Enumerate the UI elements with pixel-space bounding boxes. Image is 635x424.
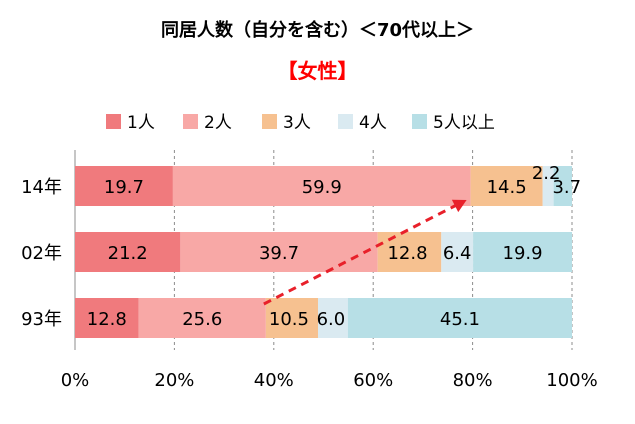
bar-segment <box>441 232 474 272</box>
data-label: 10.5 <box>269 309 309 330</box>
bar-segment <box>180 232 378 272</box>
bar-segment <box>542 166 554 206</box>
legend-label-4: 4人 <box>359 113 387 133</box>
data-label: 59.9 <box>302 177 342 198</box>
bar-segment <box>75 232 181 272</box>
x-tick-label: 20% <box>154 370 194 391</box>
category-label: 02年 <box>21 243 62 264</box>
legend-label-1: 1人 <box>127 113 155 133</box>
chart-title: 同居人数（自分を含む）＜70代以上＞ <box>160 20 475 41</box>
x-tick-label: 100% <box>546 370 597 391</box>
data-label: 19.9 <box>503 243 543 264</box>
data-label: 19.7 <box>104 177 144 198</box>
data-label: 6.4 <box>443 243 472 264</box>
legend-swatch-5 <box>412 114 427 129</box>
bar-segment <box>318 298 348 338</box>
bar-segment <box>473 232 572 272</box>
chart-subtitle: 【女性】 <box>277 59 358 83</box>
bar-segment <box>138 298 266 338</box>
bar-segment <box>172 166 471 206</box>
x-tick-label: 60% <box>353 370 393 391</box>
trend-arrow-head <box>451 199 467 213</box>
legend-label-2: 2人 <box>204 113 232 133</box>
category-label: 93年 <box>21 309 62 330</box>
bar-segment <box>470 166 543 206</box>
data-label: 6.0 <box>317 309 346 330</box>
bar-segment <box>347 298 572 338</box>
bar-segment <box>75 298 139 338</box>
data-label: 25.6 <box>182 309 222 330</box>
x-tick-label: 80% <box>453 370 493 391</box>
data-label: 12.8 <box>387 243 427 264</box>
bar-segment <box>265 298 319 338</box>
bar-segment <box>75 166 173 206</box>
legend-swatch-4 <box>338 114 353 129</box>
data-label: 14.5 <box>487 177 527 198</box>
legend-swatch-1 <box>106 114 121 129</box>
data-label: 3.7 <box>552 177 581 198</box>
data-label: 45.1 <box>440 309 480 330</box>
legend-swatch-3 <box>262 114 277 129</box>
data-label: 2.2 <box>532 163 561 184</box>
legend-label-3: 3人 <box>283 113 311 133</box>
legend-label-5: 5人以上 <box>433 113 495 133</box>
category-label: 14年 <box>21 177 62 198</box>
legend-swatch-2 <box>183 114 198 129</box>
x-tick-label: 40% <box>254 370 294 391</box>
bar-segment <box>553 166 572 206</box>
data-label: 12.8 <box>87 309 127 330</box>
x-tick-label: 0% <box>61 370 90 391</box>
data-label: 21.2 <box>108 243 148 264</box>
data-label: 39.7 <box>259 243 299 264</box>
